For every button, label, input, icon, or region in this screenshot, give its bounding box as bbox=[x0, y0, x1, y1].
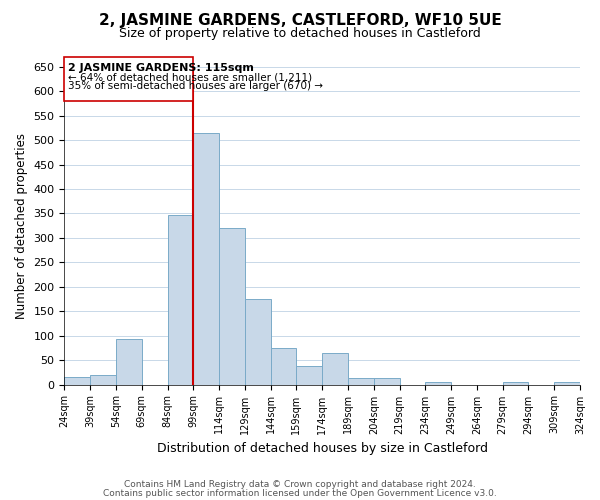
Text: Contains public sector information licensed under the Open Government Licence v3: Contains public sector information licen… bbox=[103, 490, 497, 498]
Y-axis label: Number of detached properties: Number of detached properties bbox=[15, 132, 28, 318]
Bar bbox=[425, 382, 451, 384]
Bar bbox=[64, 377, 90, 384]
Text: 2 JASMINE GARDENS: 115sqm: 2 JASMINE GARDENS: 115sqm bbox=[68, 63, 254, 73]
Bar bbox=[167, 215, 193, 384]
Bar bbox=[503, 382, 529, 384]
Bar bbox=[296, 366, 322, 384]
Text: Contains HM Land Registry data © Crown copyright and database right 2024.: Contains HM Land Registry data © Crown c… bbox=[124, 480, 476, 489]
Bar bbox=[219, 228, 245, 384]
Bar bbox=[348, 378, 374, 384]
FancyBboxPatch shape bbox=[64, 57, 193, 101]
Bar bbox=[116, 339, 142, 384]
Text: ← 64% of detached houses are smaller (1,211): ← 64% of detached houses are smaller (1,… bbox=[68, 72, 313, 83]
Text: Size of property relative to detached houses in Castleford: Size of property relative to detached ho… bbox=[119, 28, 481, 40]
Bar bbox=[271, 348, 296, 385]
Bar bbox=[554, 382, 580, 384]
Bar bbox=[245, 299, 271, 384]
Bar bbox=[90, 375, 116, 384]
Bar bbox=[322, 353, 348, 384]
Text: 2, JASMINE GARDENS, CASTLEFORD, WF10 5UE: 2, JASMINE GARDENS, CASTLEFORD, WF10 5UE bbox=[98, 12, 502, 28]
Bar bbox=[374, 378, 400, 384]
X-axis label: Distribution of detached houses by size in Castleford: Distribution of detached houses by size … bbox=[157, 442, 488, 455]
Text: 35% of semi-detached houses are larger (670) →: 35% of semi-detached houses are larger (… bbox=[68, 80, 323, 90]
Bar bbox=[193, 133, 219, 384]
